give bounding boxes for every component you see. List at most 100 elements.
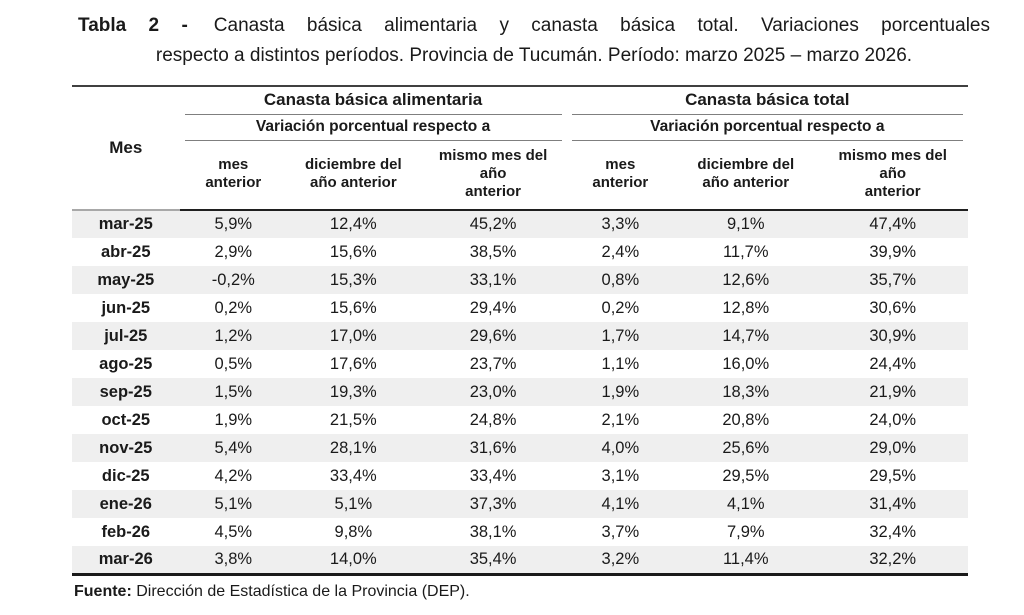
value-cell: 39,9% xyxy=(869,242,917,261)
value-cell: 1,2% xyxy=(214,326,253,345)
table-row: dic-25 4,2% 33,4% 33,4% 3,1% 29,5% 29,5% xyxy=(72,462,968,490)
value-cell: 4,2% xyxy=(214,466,253,485)
value-cell: 23,7% xyxy=(469,354,517,373)
table-row: feb-26 4,5% 9,8% 38,1% 3,7% 7,9% 32,4% xyxy=(72,518,968,546)
table-row: sep-25 1,5% 19,3% 23,0% 1,9% 18,3% 21,9% xyxy=(72,378,968,407)
value-cell: 15,6% xyxy=(329,242,377,261)
table-row: ago-25 0,5% 17,6% 23,7% 1,1% 16,0% 24,4% xyxy=(72,350,968,378)
value-cell: 29,4% xyxy=(469,298,517,317)
value-cell: -0,2% xyxy=(211,270,255,289)
value-cell: 33,4% xyxy=(469,466,517,485)
subgroup-header-cbt: Variación porcentual respecto a xyxy=(567,115,968,142)
value-cell: 33,1% xyxy=(469,270,517,289)
value-cell: 24,8% xyxy=(469,410,517,429)
value-cell: 24,0% xyxy=(869,410,917,429)
value-cell: 25,6% xyxy=(722,438,770,457)
value-cell: 31,6% xyxy=(469,438,517,457)
table-row: mar-26 3,8% 14,0% 35,4% 3,2% 11,4% 32,2% xyxy=(72,546,968,575)
value-cell: 1,1% xyxy=(601,354,640,373)
column-header-cba-diciembre: diciembre del año anterior xyxy=(287,141,420,212)
month-cell: ene-26 xyxy=(99,494,152,513)
value-cell: 32,2% xyxy=(869,549,917,568)
value-cell: 0,5% xyxy=(214,354,253,373)
value-cell: 20,8% xyxy=(722,410,770,429)
table-title-text: Canasta básica alimentaria y canasta bás… xyxy=(213,15,990,36)
month-cell: mar-25 xyxy=(98,215,153,234)
table-title: Tabla 2 - Canasta básica alimentaria y ca… xyxy=(78,12,990,69)
value-cell: 29,5% xyxy=(869,466,917,485)
value-cell: 17,6% xyxy=(329,354,377,373)
table-body: mar-25 5,9% 12,4% 45,2% 3,3% 9,1% 47,4% … xyxy=(72,210,968,575)
month-cell: jul-25 xyxy=(104,326,148,345)
value-cell: 24,4% xyxy=(869,354,917,373)
value-cell: 28,1% xyxy=(329,438,377,457)
value-cell: 15,6% xyxy=(329,298,377,317)
data-table: Mes Canasta básica alimentaria Canasta b… xyxy=(72,85,968,576)
table-title-line1: Tabla 2 - Canasta básica alimentaria y ca… xyxy=(78,12,990,40)
table-row: mar-25 5,9% 12,4% 45,2% 3,3% 9,1% 47,4% xyxy=(72,210,968,239)
value-cell: 4,0% xyxy=(601,438,640,457)
table-row: oct-25 1,9% 21,5% 24,8% 2,1% 20,8% 24,0% xyxy=(72,406,968,434)
table-row: jun-25 0,2% 15,6% 29,4% 0,2% 12,8% 30,6% xyxy=(72,294,968,322)
value-cell: 15,3% xyxy=(329,270,377,289)
value-cell: 4,5% xyxy=(214,522,253,541)
month-cell: dic-25 xyxy=(101,466,150,485)
value-cell: 2,4% xyxy=(601,242,640,261)
value-cell: 2,1% xyxy=(601,410,640,429)
month-cell: mar-26 xyxy=(98,549,153,568)
value-cell: 31,4% xyxy=(869,494,917,513)
column-header-cbt-diciembre: diciembre del año anterior xyxy=(674,141,818,212)
month-cell: jun-25 xyxy=(101,298,151,317)
table-row: abr-25 2,9% 15,6% 38,5% 2,4% 11,7% 39,9% xyxy=(72,238,968,266)
value-cell: 9,1% xyxy=(726,215,765,234)
value-cell: 35,4% xyxy=(469,549,517,568)
source-note: Fuente: Dirección de Estadística de la P… xyxy=(74,583,1024,601)
source-text: Dirección de Estadística de la Provincia… xyxy=(131,582,470,600)
value-cell: 45,2% xyxy=(469,215,517,234)
value-cell: 14,7% xyxy=(722,326,770,345)
value-cell: 4,1% xyxy=(726,494,765,513)
value-cell: 37,3% xyxy=(469,494,517,513)
value-cell: 38,5% xyxy=(469,242,517,261)
value-cell: 5,1% xyxy=(214,494,253,513)
value-cell: 1,7% xyxy=(601,326,640,345)
value-cell: 5,4% xyxy=(214,438,253,457)
month-cell: ago-25 xyxy=(99,354,153,373)
value-cell: 11,4% xyxy=(722,549,769,568)
month-cell: feb-26 xyxy=(101,522,151,541)
month-cell: sep-25 xyxy=(99,382,152,401)
value-cell: 0,8% xyxy=(601,270,640,289)
value-cell: 3,8% xyxy=(214,549,253,568)
value-cell: 47,4% xyxy=(869,215,917,234)
value-cell: 12,8% xyxy=(722,298,770,317)
value-cell: 29,5% xyxy=(722,466,770,485)
value-cell: 7,9% xyxy=(726,522,765,541)
value-cell: 1,9% xyxy=(214,410,253,429)
value-cell: 17,0% xyxy=(329,326,377,345)
column-header-cba-mismo-mes: mismo mes del año anterior xyxy=(419,141,567,212)
column-header-cbt-mes-anterior: mes anterior xyxy=(566,141,675,212)
value-cell: 19,3% xyxy=(329,382,377,401)
value-cell: 29,6% xyxy=(469,326,517,345)
value-cell: 4,1% xyxy=(601,494,640,513)
value-cell: 30,6% xyxy=(869,298,917,317)
table-row: jul-25 1,2% 17,0% 29,6% 1,7% 14,7% 30,9% xyxy=(72,322,968,351)
table-header: Mes Canasta básica alimentaria Canasta b… xyxy=(72,86,968,212)
value-cell: 3,2% xyxy=(601,549,640,568)
value-cell: 32,4% xyxy=(869,522,917,541)
value-cell: 38,1% xyxy=(469,522,517,541)
value-cell: 29,0% xyxy=(869,438,917,457)
value-cell: 18,3% xyxy=(722,382,770,401)
value-cell: 3,1% xyxy=(601,466,640,485)
value-cell: 1,5% xyxy=(214,382,253,401)
value-cell: 12,4% xyxy=(329,215,377,234)
value-cell: 9,8% xyxy=(334,522,373,541)
value-cell: 12,6% xyxy=(722,270,770,289)
month-cell: abr-25 xyxy=(100,242,151,261)
table-row: may-25 -0,2% 15,3% 33,1% 0,8% 12,6% 35,7… xyxy=(72,266,968,295)
value-cell: 33,4% xyxy=(329,466,377,485)
month-cell: oct-25 xyxy=(101,410,151,429)
value-cell: 5,1% xyxy=(334,494,373,513)
month-cell: may-25 xyxy=(97,270,155,289)
value-cell: 0,2% xyxy=(601,298,640,317)
